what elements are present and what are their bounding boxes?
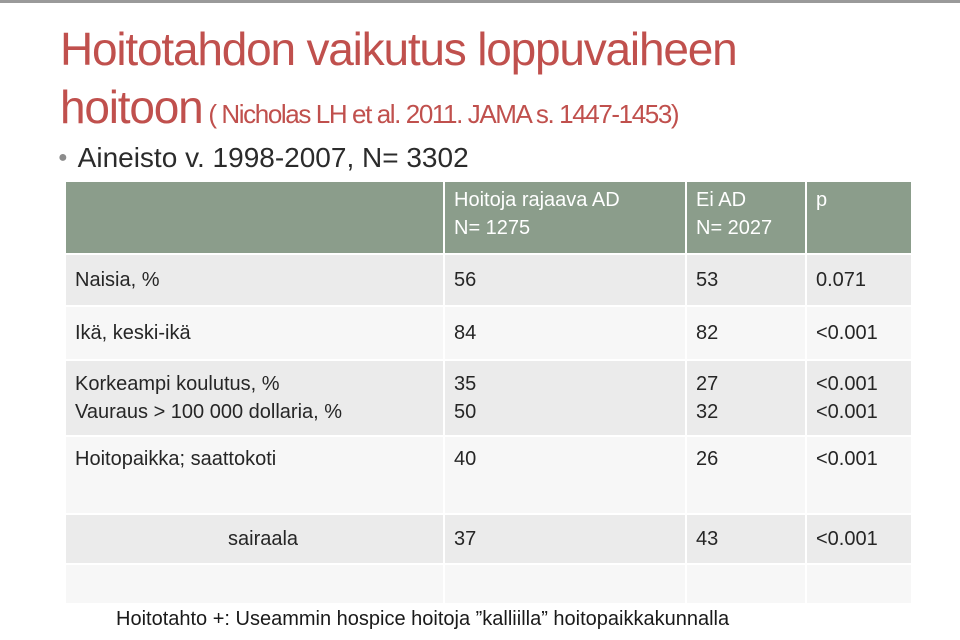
table-row-empty [66,564,911,604]
results-table: Hoitoja rajaava AD N= 1275 Ei AD N= 2027… [66,182,911,605]
title-line-2: hoitoon ( Nicholas LH et al. 2011. JAMA … [60,78,940,143]
table-row: Korkeampi koulutus, % Vauraus > 100 000 … [66,360,911,436]
empty-cell [66,564,444,604]
header-p: p [805,182,911,254]
table-row: Hoitopaikka; saattokoti 40 26 <0.001 [66,436,911,514]
header-no-ad-n: N= 2027 [696,217,773,239]
row-ad-value: 84 [443,306,686,360]
title-line-1: Hoitotahdon vaikutus loppuvaiheen [60,23,738,75]
empty-cell [443,564,686,604]
title-word-hoitoon: hoitoon [60,81,204,133]
footer-note: Hoitotahto +: Useammin hospice hoitoja ”… [116,608,730,630]
p-value-education: <0.001 [816,373,878,395]
row-p-value: <0.001 [805,306,911,360]
empty-cell [685,564,806,604]
row-ad-value: 37 [443,514,686,564]
row-no-ad-value: 43 [685,514,806,564]
row-label-education: Korkeampi koulutus, % [75,373,280,395]
row-label-wealth: Vauraus > 100 000 dollaria, % [75,401,343,423]
top-rule [0,0,960,3]
row-p-value: 0.071 [805,254,911,306]
row-ad-value: 56 [443,254,686,306]
p-value-wealth: <0.001 [816,401,878,423]
row-no-ad-value: 53 [685,254,806,306]
bullet-text: Aineisto v. 1998-2007, N= 3302 [77,142,469,173]
row-ad-value: 40 [443,436,686,514]
row-label: Ikä, keski-ikä [66,306,444,360]
row-ad-value: 35 50 [443,360,686,436]
header-ad-label: Hoitoja rajaava AD [454,189,620,211]
row-label: Naisia, % [66,254,444,306]
header-no-ad: Ei AD N= 2027 [685,182,806,254]
row-no-ad-value: 82 [685,306,806,360]
bullet-dot-icon: ● [58,149,68,166]
table-row: sairaala 37 43 <0.001 [66,514,911,564]
header-empty-cell [66,182,444,254]
table-row: Ikä, keski-ikä 84 82 <0.001 [66,306,911,360]
row-label: Hoitopaikka; saattokoti [66,436,444,514]
table-header-row: Hoitoja rajaava AD N= 1275 Ei AD N= 2027… [66,182,911,254]
row-label: sairaala [66,514,444,564]
row-no-ad-value: 27 32 [685,360,806,436]
slide-title: Hoitotahdon vaikutus loppuvaiheen hoitoo… [60,20,940,143]
table-row: Naisia, % 56 53 0.071 [66,254,911,306]
header-ad: Hoitoja rajaava AD N= 1275 [443,182,686,254]
row-p-value: <0.001 [805,436,911,514]
row-p-value: <0.001 <0.001 [805,360,911,436]
ad-value-education: 35 [454,373,477,395]
empty-cell [805,564,911,604]
ad-value-wealth: 50 [454,401,477,423]
row-no-ad-value: 26 [685,436,806,514]
header-no-ad-label: Ei AD [696,189,747,211]
no-ad-value-wealth: 32 [696,401,719,423]
row-label: Korkeampi koulutus, % Vauraus > 100 000 … [66,360,444,436]
header-ad-n: N= 1275 [454,217,531,239]
row-p-value: <0.001 [805,514,911,564]
bullet-item: ● Aineisto v. 1998-2007, N= 3302 [58,138,469,178]
citation: ( Nicholas LH et al. 2011. JAMA s. 1447-… [202,99,679,129]
no-ad-value-education: 27 [696,373,719,395]
